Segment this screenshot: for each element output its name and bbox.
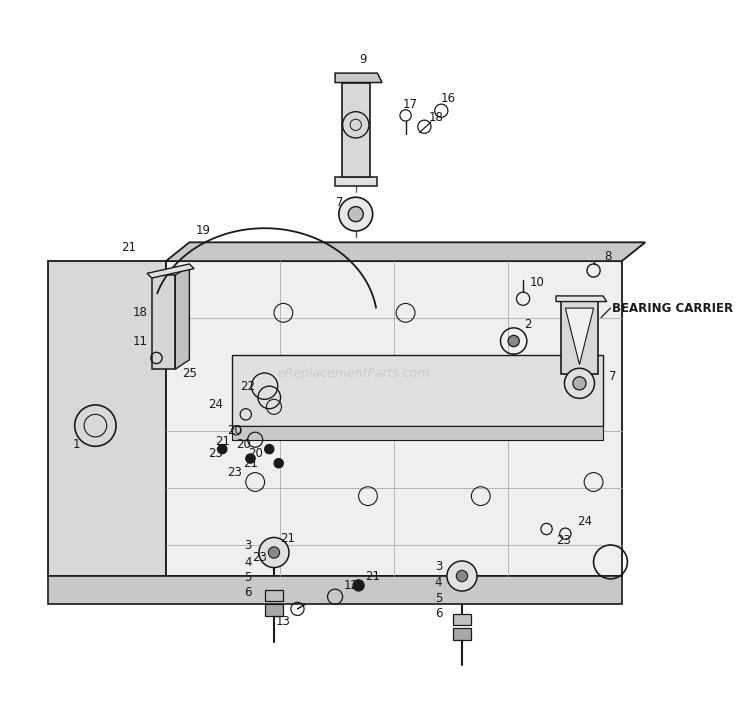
Text: 19: 19 — [196, 223, 211, 236]
Circle shape — [348, 206, 363, 221]
Circle shape — [565, 368, 595, 398]
Polygon shape — [556, 296, 607, 301]
Circle shape — [217, 444, 227, 454]
Text: 23: 23 — [209, 447, 224, 461]
Circle shape — [274, 458, 284, 468]
Polygon shape — [265, 590, 284, 601]
Text: 6: 6 — [244, 586, 251, 600]
Circle shape — [447, 561, 477, 591]
Polygon shape — [452, 613, 471, 625]
Text: 1: 1 — [73, 438, 80, 451]
Polygon shape — [452, 628, 471, 640]
Text: 3: 3 — [435, 560, 442, 573]
Text: 20: 20 — [248, 447, 262, 461]
Circle shape — [259, 538, 289, 568]
Text: 7: 7 — [608, 371, 616, 383]
Text: 17: 17 — [403, 98, 418, 111]
Polygon shape — [152, 275, 176, 369]
Text: 20: 20 — [236, 438, 251, 451]
Circle shape — [246, 454, 255, 463]
Circle shape — [265, 444, 274, 454]
Text: 11: 11 — [133, 335, 148, 348]
Text: 3: 3 — [244, 540, 251, 553]
Text: 24: 24 — [577, 515, 592, 528]
Polygon shape — [265, 604, 284, 616]
Text: 8: 8 — [604, 250, 611, 263]
Polygon shape — [566, 308, 593, 365]
Text: 21: 21 — [121, 241, 136, 253]
Polygon shape — [166, 242, 645, 261]
Circle shape — [268, 547, 280, 558]
Text: 21: 21 — [214, 435, 230, 448]
Text: 5: 5 — [244, 571, 251, 584]
Text: 25: 25 — [182, 368, 196, 381]
Text: 12: 12 — [344, 579, 358, 592]
Polygon shape — [232, 355, 603, 426]
Text: 13: 13 — [276, 615, 291, 628]
Text: 24: 24 — [209, 398, 224, 411]
Circle shape — [456, 570, 467, 582]
Text: 21: 21 — [280, 532, 296, 545]
Text: 18: 18 — [428, 111, 443, 124]
Circle shape — [353, 580, 364, 591]
Text: 4: 4 — [435, 576, 442, 589]
Text: 22: 22 — [240, 380, 255, 393]
Circle shape — [508, 336, 519, 347]
Polygon shape — [49, 576, 622, 604]
Polygon shape — [49, 261, 166, 576]
Polygon shape — [561, 298, 598, 374]
Text: 20: 20 — [227, 424, 242, 437]
Text: 23: 23 — [227, 466, 242, 479]
Text: 2: 2 — [524, 318, 532, 331]
Text: 16: 16 — [440, 92, 455, 105]
Text: 23: 23 — [253, 550, 267, 564]
Text: 9: 9 — [359, 53, 367, 66]
Text: 7: 7 — [336, 196, 344, 209]
Polygon shape — [176, 266, 190, 369]
Polygon shape — [232, 426, 603, 440]
Polygon shape — [335, 176, 377, 186]
Text: 18: 18 — [133, 306, 148, 319]
Polygon shape — [342, 83, 370, 176]
Polygon shape — [147, 264, 194, 278]
Text: eReplacementParts.com: eReplacementParts.com — [278, 368, 430, 381]
Text: 21: 21 — [243, 457, 258, 470]
Text: 23: 23 — [556, 534, 571, 547]
Text: 4: 4 — [244, 556, 251, 569]
Polygon shape — [166, 261, 622, 576]
Text: 21: 21 — [365, 570, 380, 583]
Circle shape — [573, 377, 586, 390]
Text: 10: 10 — [530, 276, 544, 289]
Text: BEARING CARRIER: BEARING CARRIER — [612, 301, 734, 315]
Circle shape — [339, 197, 373, 231]
Text: 5: 5 — [435, 592, 442, 605]
Text: 6: 6 — [435, 607, 442, 620]
Polygon shape — [335, 73, 382, 83]
